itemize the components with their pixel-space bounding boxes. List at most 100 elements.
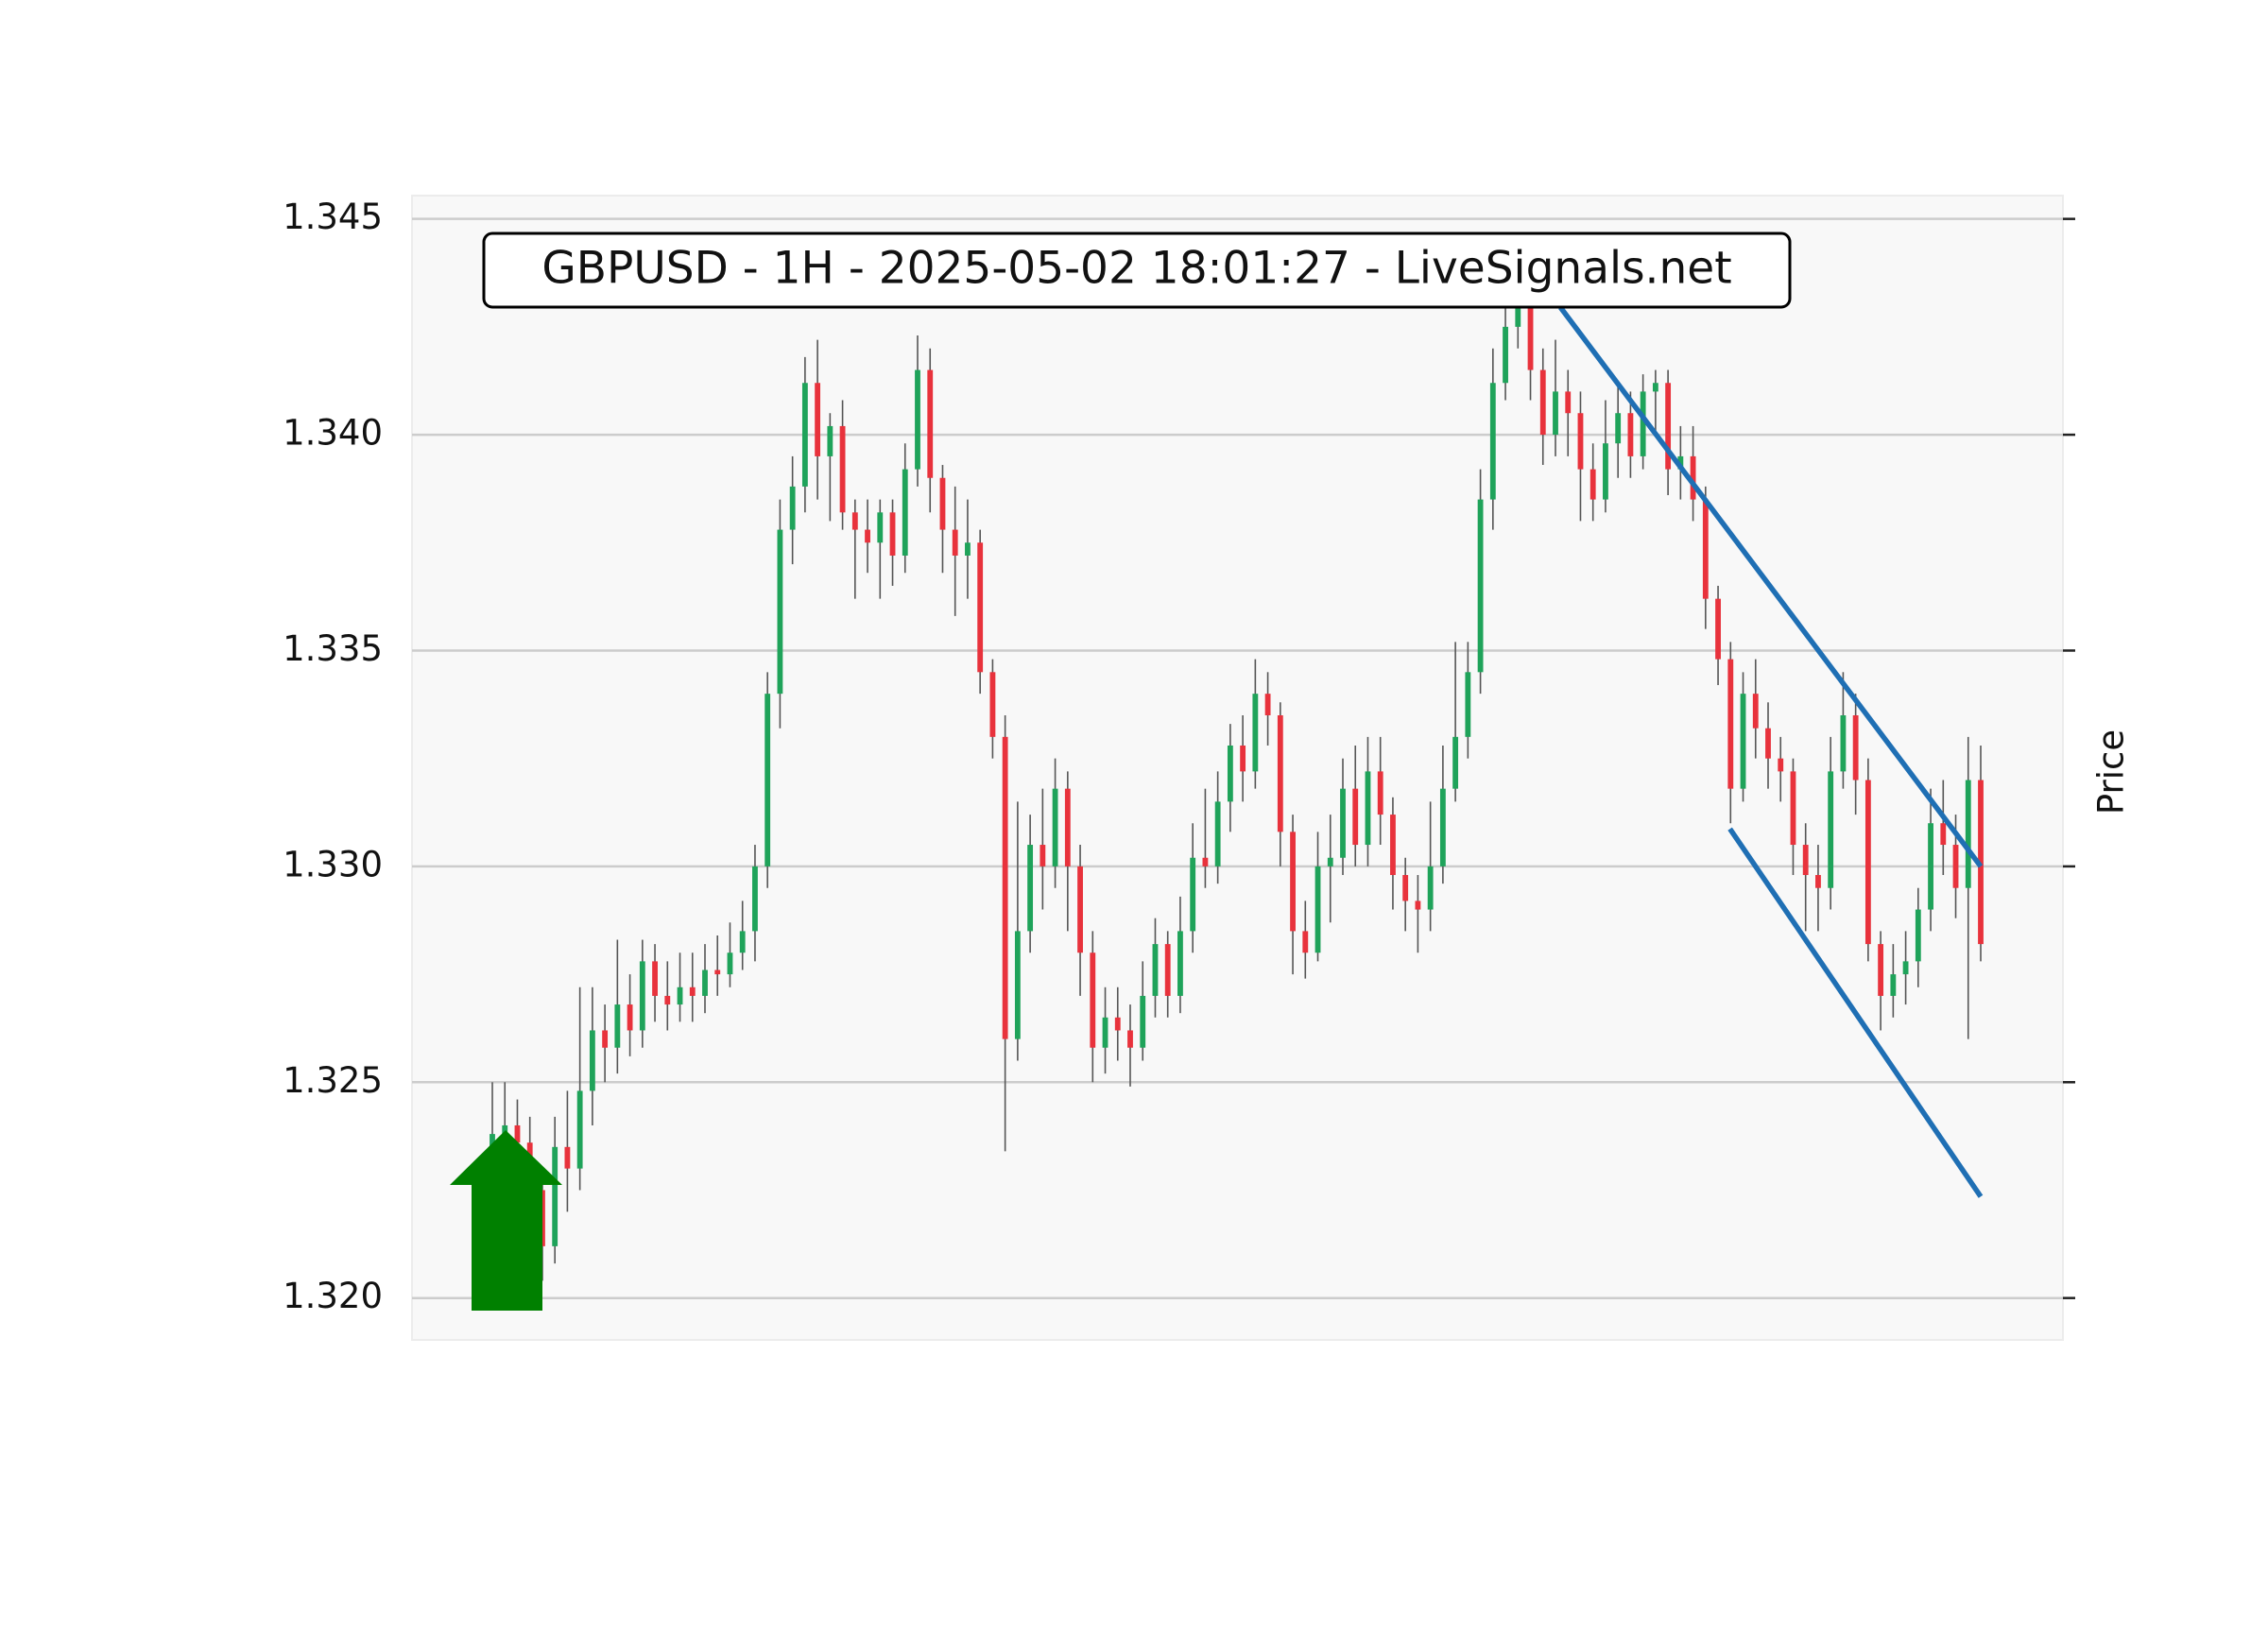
candle-body (839, 425, 846, 513)
candle-body (1127, 1030, 1133, 1048)
candle-body (989, 672, 996, 737)
candle-body (502, 1124, 508, 1135)
candle-body (752, 866, 758, 932)
candle-body (1114, 1017, 1121, 1031)
trendlines (1558, 305, 1984, 1198)
candle-body (1727, 659, 1734, 789)
candle-body (1202, 857, 1209, 866)
candle-body (1264, 694, 1271, 715)
candle-body (1828, 771, 1834, 888)
candle-body (1377, 771, 1383, 815)
candle-body (652, 961, 658, 996)
candle-body (1740, 694, 1746, 789)
candle-body (1752, 694, 1759, 729)
candle-body (1340, 788, 1346, 858)
candle-body (815, 383, 821, 456)
y-axis-label: Price (2091, 729, 2132, 815)
candle-body (1040, 845, 1046, 866)
candle-body (1928, 823, 1933, 910)
candle-body (1864, 780, 1871, 945)
candle-body (1489, 383, 1496, 500)
candle-body (1415, 901, 1421, 910)
signal-arrow (450, 1130, 562, 1311)
candle-body (1227, 745, 1233, 802)
y-tick-label: 1.320 (283, 1276, 383, 1316)
candle-body (851, 512, 858, 530)
candle-body (664, 995, 671, 1005)
candle-body (965, 542, 971, 556)
candle-body (1790, 771, 1796, 846)
candle-body (1102, 1017, 1108, 1048)
y-tick-label: 1.340 (283, 413, 383, 454)
candle-body (1439, 788, 1446, 866)
candle-body (977, 542, 984, 673)
candle-body (1503, 326, 1508, 384)
candle-body (614, 1004, 621, 1048)
candle-body (1565, 391, 1572, 414)
candle-body (1352, 788, 1359, 846)
candle-body (576, 1090, 583, 1169)
candle-body (1252, 694, 1259, 772)
candle-body (1177, 931, 1183, 996)
candle-body (1515, 305, 1521, 327)
candle-body (689, 987, 696, 996)
candle-body (1539, 369, 1546, 436)
candle-body (1890, 974, 1897, 996)
grid: 1.320 1.325 1.330 1.335 1.340 1.345 (283, 197, 2075, 1316)
candle-body (1878, 944, 1884, 996)
candle-body (1240, 745, 1246, 772)
candle-body (1690, 455, 1696, 500)
candle-body (552, 1146, 558, 1246)
candle-body (1915, 909, 1921, 962)
candle-body (677, 987, 683, 1005)
candle-body (1815, 875, 1821, 888)
candle-body (1090, 952, 1096, 1048)
candle-body (902, 469, 908, 556)
candle-body (1802, 845, 1809, 876)
candle-body (1064, 788, 1071, 866)
candle-body (1152, 944, 1159, 996)
candle-body (1402, 875, 1409, 901)
title-box (482, 232, 1792, 309)
candle-body (1452, 736, 1459, 789)
trendline (1558, 305, 1984, 868)
candle-body (765, 694, 771, 866)
candle-body (1427, 866, 1434, 910)
candle-body (1640, 391, 1646, 456)
candle-body (1052, 788, 1058, 866)
candle-body (1952, 845, 1959, 888)
candle-body (1314, 866, 1321, 953)
candle-body (1365, 771, 1371, 846)
candle-body (1277, 714, 1283, 832)
candle-body (602, 1030, 609, 1048)
candle-body (865, 529, 870, 543)
candle-body (727, 952, 733, 975)
candle-body (702, 969, 708, 996)
candles (490, 279, 1984, 1281)
y-tick-label: 1.330 (283, 844, 383, 884)
candle-body (877, 512, 884, 543)
candle-body (927, 369, 934, 478)
candle-body (1589, 469, 1596, 500)
candle-body (939, 477, 946, 530)
candle-body (514, 1124, 521, 1143)
candle-body (915, 369, 920, 470)
candle-body (1077, 866, 1083, 953)
chart-title: GBPUSD - 1H - 2025-05-02 18:01:27 - Live… (541, 243, 1731, 295)
candle-body (1190, 857, 1196, 932)
candle-body (1965, 780, 1971, 888)
candle-body (952, 529, 958, 556)
candle-body (1553, 391, 1558, 436)
candle-body (589, 1030, 595, 1091)
candle-body (1765, 728, 1771, 759)
candle-body (827, 425, 833, 456)
candle-body (1577, 413, 1584, 470)
plot-area (411, 195, 2064, 1341)
candle-body (1665, 383, 1672, 470)
candle-body (789, 486, 796, 530)
candle-body (1164, 944, 1171, 996)
candle-body (739, 931, 746, 953)
candle-body (1603, 443, 1608, 500)
candle-body (627, 1004, 633, 1031)
